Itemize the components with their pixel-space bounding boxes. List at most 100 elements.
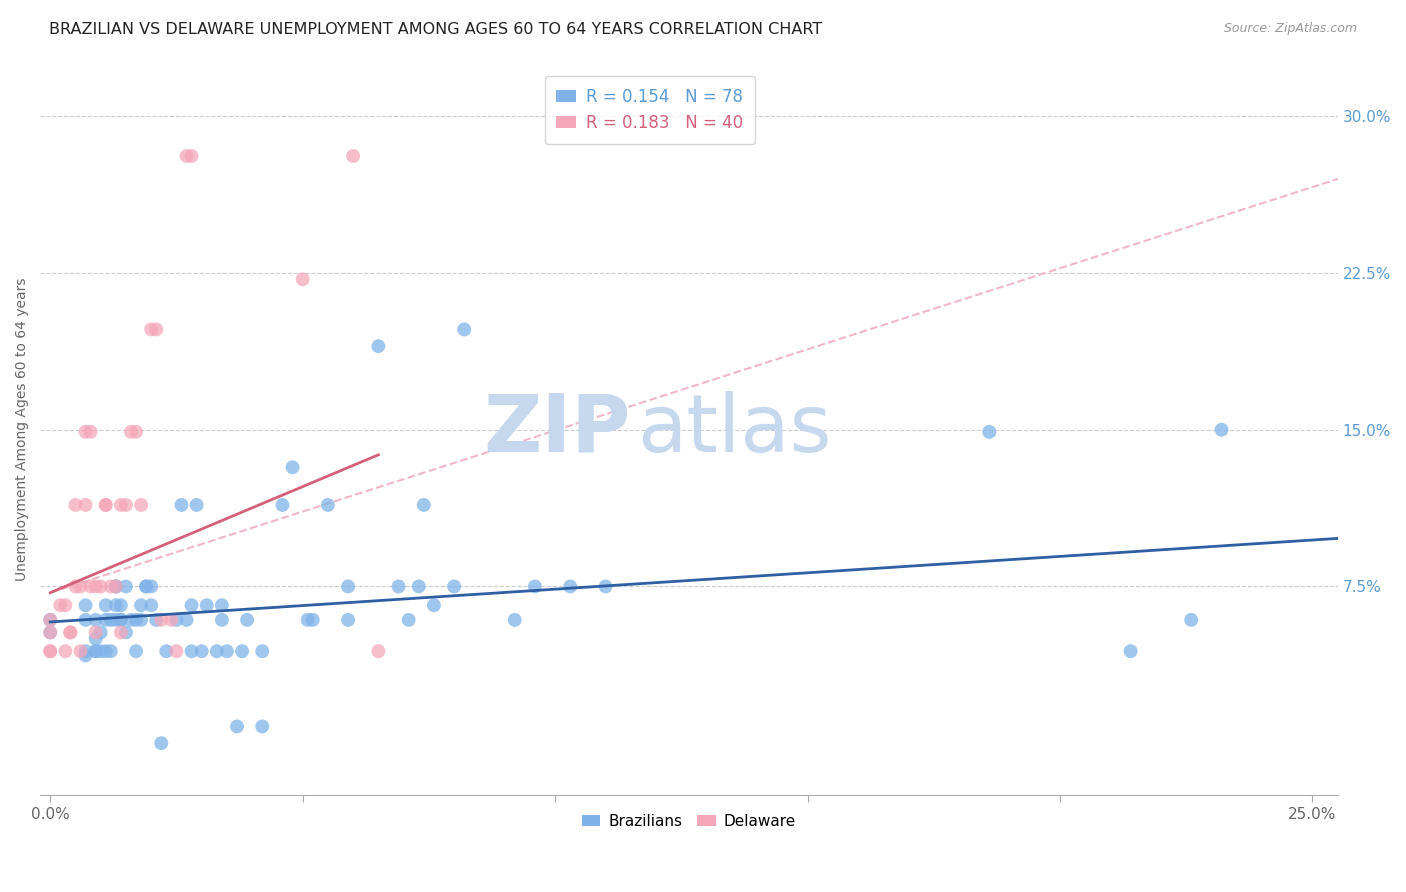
Point [53, 644, 76, 658]
Point [367, 339, 389, 353]
Point [145, 613, 167, 627]
Point [135, 579, 157, 593]
Point [252, 644, 274, 658]
Point [160, 613, 183, 627]
Point [252, 719, 274, 733]
Point [297, 613, 319, 627]
Text: ZIP: ZIP [484, 391, 630, 468]
Point [129, 498, 152, 512]
Point [84, 625, 107, 640]
Point [115, 625, 138, 640]
Point [94, 644, 117, 658]
Point [39, 644, 62, 658]
Point [90, 625, 112, 640]
Point [337, 613, 360, 627]
Point [150, 736, 173, 750]
Point [1119, 644, 1142, 658]
Point [412, 498, 434, 512]
Point [110, 613, 132, 627]
Point [39, 625, 62, 640]
Point [211, 613, 233, 627]
Point [211, 599, 233, 613]
Point [291, 272, 314, 286]
Point [104, 613, 127, 627]
Text: BRAZILIAN VS DELAWARE UNEMPLOYMENT AMONG AGES 60 TO 64 YEARS CORRELATION CHART: BRAZILIAN VS DELAWARE UNEMPLOYMENT AMONG… [49, 22, 823, 37]
Point [979, 425, 1001, 439]
Point [53, 599, 76, 613]
Point [595, 579, 617, 593]
Point [110, 599, 132, 613]
Point [94, 498, 117, 512]
Point [423, 599, 446, 613]
Point [75, 425, 97, 439]
Point [155, 644, 177, 658]
Point [367, 644, 389, 658]
Point [90, 644, 112, 658]
Point [443, 579, 465, 593]
Point [69, 644, 91, 658]
Point [141, 599, 163, 613]
Point [104, 599, 127, 613]
Point [79, 579, 101, 593]
Point [75, 599, 97, 613]
Point [39, 613, 62, 627]
Point [84, 644, 107, 658]
Point [94, 613, 117, 627]
Point [69, 579, 91, 593]
Point [75, 498, 97, 512]
Point [503, 613, 526, 627]
Point [84, 613, 107, 627]
Point [190, 644, 212, 658]
Point [180, 149, 202, 163]
Point [104, 579, 127, 593]
Point [1180, 613, 1202, 627]
Point [141, 579, 163, 593]
Point [337, 579, 360, 593]
Point [110, 613, 132, 627]
Point [316, 498, 339, 512]
Point [180, 599, 202, 613]
Point [59, 625, 82, 640]
Point [236, 613, 259, 627]
Point [342, 149, 364, 163]
Point [49, 599, 72, 613]
Point [120, 425, 142, 439]
Point [125, 644, 148, 658]
Point [165, 644, 187, 658]
Point [94, 498, 117, 512]
Point [170, 498, 193, 512]
Point [523, 579, 546, 593]
Point [145, 322, 167, 336]
Point [176, 613, 198, 627]
Point [100, 644, 122, 658]
Point [176, 149, 198, 163]
Point [129, 599, 152, 613]
Y-axis label: Unemployment Among Ages 60 to 64 years: Unemployment Among Ages 60 to 64 years [15, 278, 30, 582]
Point [387, 579, 409, 593]
Point [110, 625, 132, 640]
Point [125, 425, 148, 439]
Point [65, 498, 87, 512]
Point [398, 613, 420, 627]
Point [94, 599, 117, 613]
Point [75, 648, 97, 663]
Point [129, 613, 152, 627]
Point [281, 460, 304, 475]
Point [120, 613, 142, 627]
Point [100, 613, 122, 627]
Point [186, 498, 208, 512]
Point [301, 613, 323, 627]
Point [100, 579, 122, 593]
Point [39, 625, 62, 640]
Point [104, 579, 127, 593]
Point [195, 599, 218, 613]
Point [39, 644, 62, 658]
Point [150, 613, 173, 627]
Point [226, 719, 249, 733]
Point [141, 322, 163, 336]
Point [39, 613, 62, 627]
Legend: Brazilians, Delaware: Brazilians, Delaware [576, 808, 801, 835]
Point [59, 625, 82, 640]
Point [180, 644, 202, 658]
Point [135, 579, 157, 593]
